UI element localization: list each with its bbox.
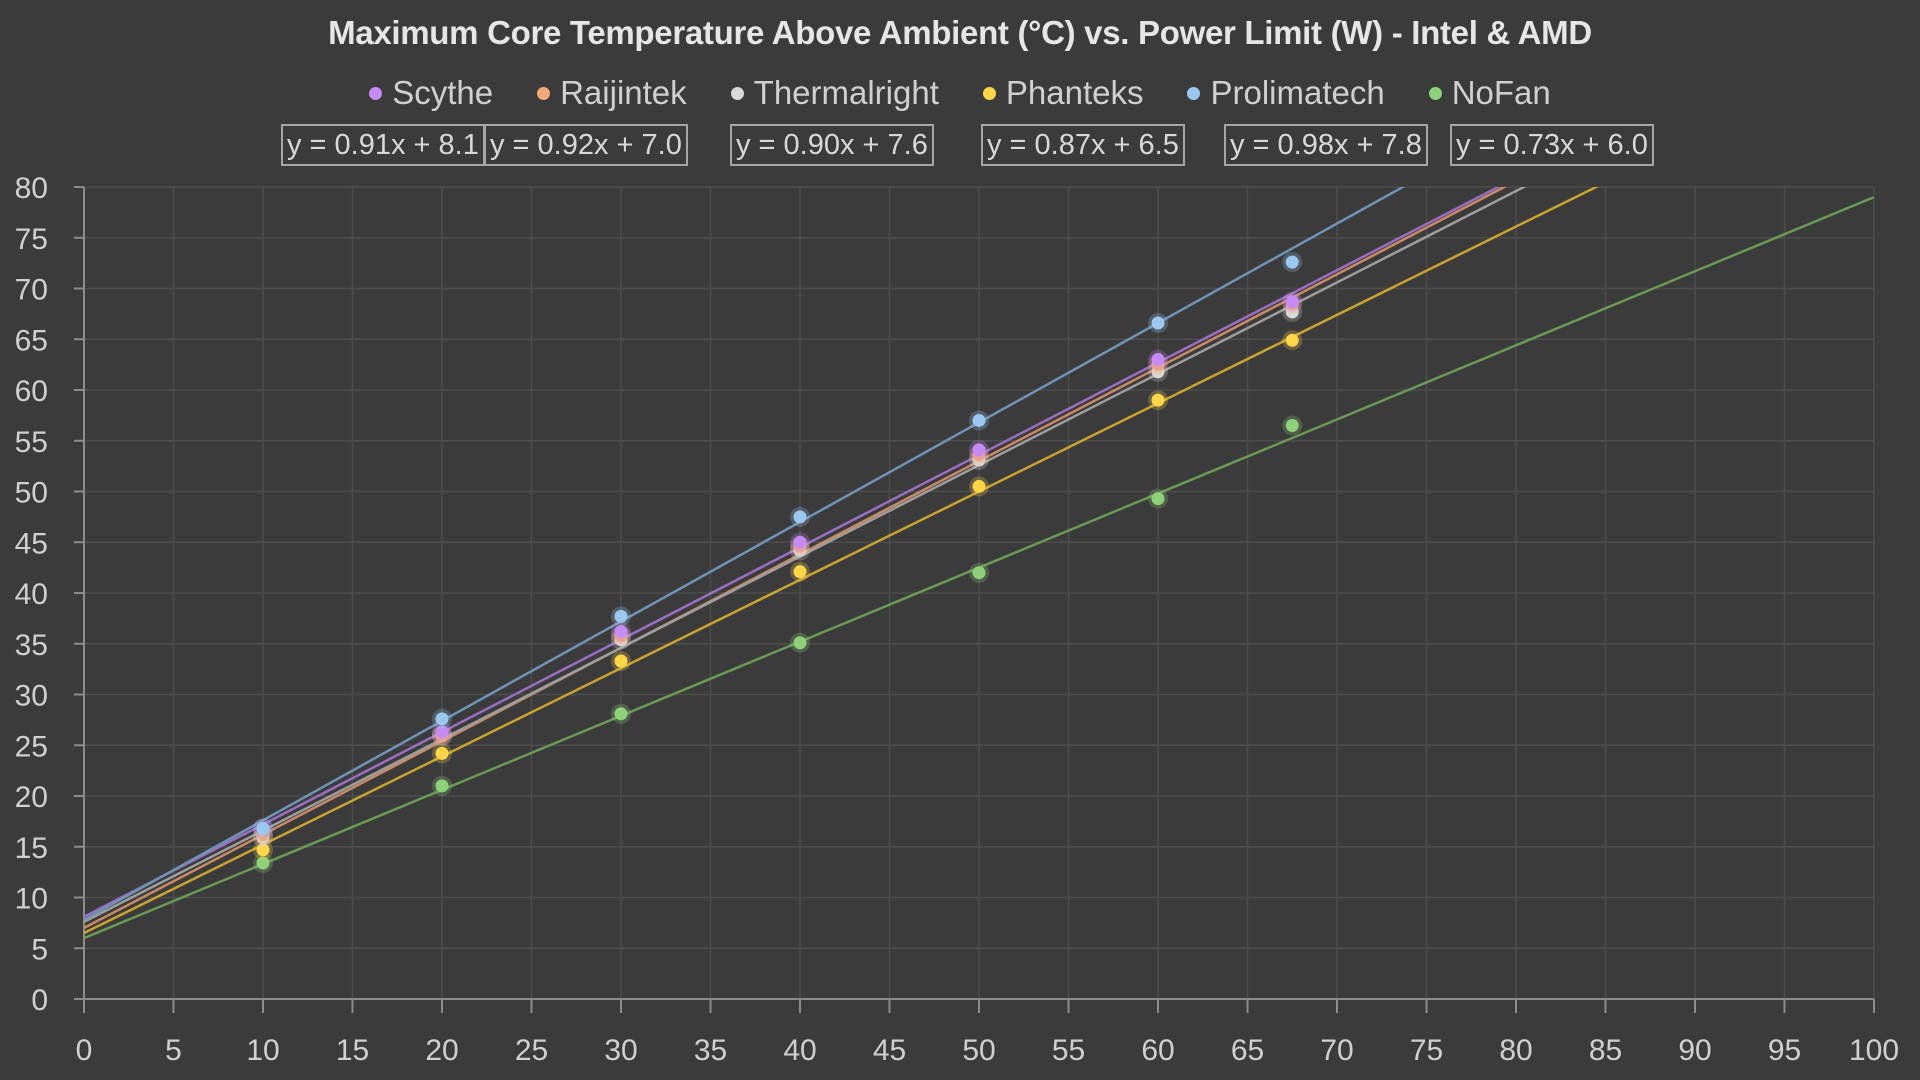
- legend-item-prolimatech[interactable]: Prolimatech: [1187, 74, 1385, 112]
- x-tick-label: 60: [1141, 1034, 1174, 1067]
- data-point-nofan: [614, 707, 628, 721]
- legend-marker-icon: [730, 86, 744, 100]
- legend-item-raijintek[interactable]: Raijintek: [537, 74, 687, 112]
- x-tick-label: 90: [1678, 1034, 1711, 1067]
- x-tick-label: 10: [246, 1034, 279, 1067]
- data-point-scythe: [793, 535, 807, 549]
- y-tick-label: 20: [15, 781, 48, 814]
- tick-labels: 0 5 10 15 20 25 30 35 40 45 50 55 60 65 70 75 80 0 5 10 15 20…: [15, 172, 1899, 1067]
- data-point-nofan: [1151, 492, 1165, 506]
- y-tick-label: 55: [15, 426, 48, 459]
- x-tick-label: 95: [1768, 1034, 1801, 1067]
- data-point-phanteks: [1151, 393, 1165, 407]
- data-point-phanteks: [256, 843, 270, 857]
- legend-marker-icon: [537, 86, 551, 100]
- legend-label: NoFan: [1451, 74, 1551, 111]
- data-point-nofan: [256, 856, 270, 870]
- legend-item-phanteks[interactable]: Phanteks: [982, 74, 1144, 112]
- legend-label: Scythe: [392, 74, 494, 111]
- data-point-prolimatech: [793, 510, 807, 524]
- y-tick-label: 50: [15, 477, 48, 510]
- trendline-equation-nofan[interactable]: y = 0.73x + 6.0: [1450, 124, 1654, 166]
- trendline-equation-thermalright[interactable]: y = 0.90x + 7.6: [730, 124, 934, 166]
- legend-marker-icon: [1428, 86, 1442, 100]
- x-tick-label: 45: [873, 1034, 906, 1067]
- y-tick-label: 15: [15, 832, 48, 865]
- x-tick-label: 0: [76, 1034, 93, 1067]
- data-point-prolimatech: [1151, 316, 1165, 330]
- y-tick-label: 75: [15, 223, 48, 256]
- data-point-phanteks: [435, 746, 449, 760]
- y-tick-label: 30: [15, 680, 48, 713]
- trendline-equation-phanteks[interactable]: y = 0.87x + 6.5: [981, 124, 1185, 166]
- data-point-prolimatech: [614, 609, 628, 623]
- x-tick-label: 65: [1231, 1034, 1264, 1067]
- x-tick-label: 30: [604, 1034, 637, 1067]
- y-tick-label: 25: [15, 730, 48, 763]
- data-point-prolimatech: [1285, 255, 1299, 269]
- data-point-prolimatech: [256, 821, 270, 835]
- x-tick-label: 85: [1589, 1034, 1622, 1067]
- x-tick-label: 40: [783, 1034, 816, 1067]
- data-point-phanteks: [1285, 333, 1299, 347]
- data-point-scythe: [1285, 295, 1299, 309]
- data-point-prolimatech: [972, 413, 986, 427]
- data-point-nofan: [793, 636, 807, 650]
- x-tick-label: 25: [515, 1034, 548, 1067]
- y-tick-label: 35: [15, 629, 48, 662]
- x-tick-label: 55: [1052, 1034, 1085, 1067]
- x-tick-label: 15: [336, 1034, 369, 1067]
- y-tick-label: 80: [15, 172, 48, 205]
- data-point-nofan: [435, 779, 449, 793]
- data-points: [253, 252, 1303, 873]
- legend-item-scythe[interactable]: Scythe: [369, 74, 493, 112]
- y-tick-label: 40: [15, 578, 48, 611]
- y-tick-label: 5: [31, 933, 48, 966]
- data-point-scythe: [1151, 353, 1165, 367]
- data-point-nofan: [972, 566, 986, 580]
- data-point-phanteks: [614, 654, 628, 668]
- y-tick-label: 70: [15, 274, 48, 307]
- y-tick-label: 45: [15, 527, 48, 560]
- x-tick-label: 35: [694, 1034, 727, 1067]
- data-point-nofan: [1285, 419, 1299, 433]
- x-tick-label: 20: [425, 1034, 458, 1067]
- data-point-phanteks: [972, 479, 986, 493]
- legend-label: Thermalright: [753, 74, 939, 111]
- data-point-scythe: [972, 443, 986, 457]
- trendline-equation-prolimatech[interactable]: y = 0.98x + 7.8: [1224, 124, 1428, 166]
- legend-label: Raijintek: [560, 74, 687, 111]
- legend-label: Prolimatech: [1210, 74, 1385, 111]
- legend-label: Phanteks: [1005, 74, 1144, 111]
- trendline-equation-scythe[interactable]: y = 0.91x + 8.1: [281, 124, 485, 166]
- legend-marker-icon: [1187, 86, 1201, 100]
- y-tick-label: 10: [15, 883, 48, 916]
- x-tick-label: 100: [1849, 1034, 1899, 1067]
- chart-title: Maximum Core Temperature Above Ambient (…: [328, 14, 1592, 51]
- legend-marker-icon: [369, 86, 383, 100]
- y-tick-label: 60: [15, 375, 48, 408]
- x-tick-label: 50: [962, 1034, 995, 1067]
- y-tick-label: 65: [15, 324, 48, 357]
- data-point-phanteks: [793, 565, 807, 579]
- data-point-scythe: [435, 725, 449, 739]
- axes: [74, 186, 1875, 1013]
- legend-item-thermalright[interactable]: Thermalright: [730, 74, 939, 112]
- x-tick-label: 5: [165, 1034, 182, 1067]
- y-tick-label: 0: [31, 984, 48, 1017]
- trendline-equation-raijintek[interactable]: y = 0.92x + 7.0: [484, 124, 688, 166]
- x-tick-label: 80: [1499, 1034, 1532, 1067]
- legend: Scythe Raijintek Thermalright Phanteks P…: [0, 74, 1920, 112]
- data-point-prolimatech: [435, 712, 449, 726]
- data-point-scythe: [614, 625, 628, 639]
- x-tick-label: 75: [1410, 1034, 1443, 1067]
- legend-item-nofan[interactable]: NoFan: [1428, 74, 1551, 112]
- x-tick-label: 70: [1320, 1034, 1353, 1067]
- legend-marker-icon: [982, 86, 996, 100]
